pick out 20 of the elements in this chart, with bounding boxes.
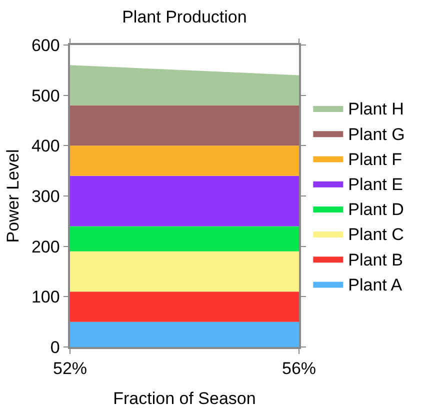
legend-label: Plant D — [348, 200, 404, 220]
y-tick-label: 300 — [31, 186, 60, 206]
legend-label: Plant E — [348, 174, 403, 194]
y-tick-label: 400 — [31, 136, 60, 156]
legend-label: Plant C — [348, 225, 404, 244]
legend-label: Plant G — [348, 124, 405, 144]
chart-title: Plant Production — [122, 7, 247, 26]
y-tick-label: 0 — [50, 338, 60, 357]
x-tick-label: 52% — [52, 359, 88, 378]
y-tick-label: 600 — [31, 36, 60, 55]
legend-label: Plant B — [348, 250, 403, 270]
legend-label: Plant F — [348, 150, 402, 169]
legend-label: Plant A — [348, 275, 403, 294]
x-axis-title: Fraction of Season — [113, 389, 256, 408]
y-tick-label: 200 — [31, 237, 60, 256]
y-axis-title: Power Level — [4, 149, 23, 243]
x-tick-label: 56% — [282, 359, 316, 378]
legend-label: Plant H — [348, 100, 404, 119]
y-tick-label: 500 — [31, 86, 60, 106]
y-tick-label: 100 — [31, 288, 60, 307]
